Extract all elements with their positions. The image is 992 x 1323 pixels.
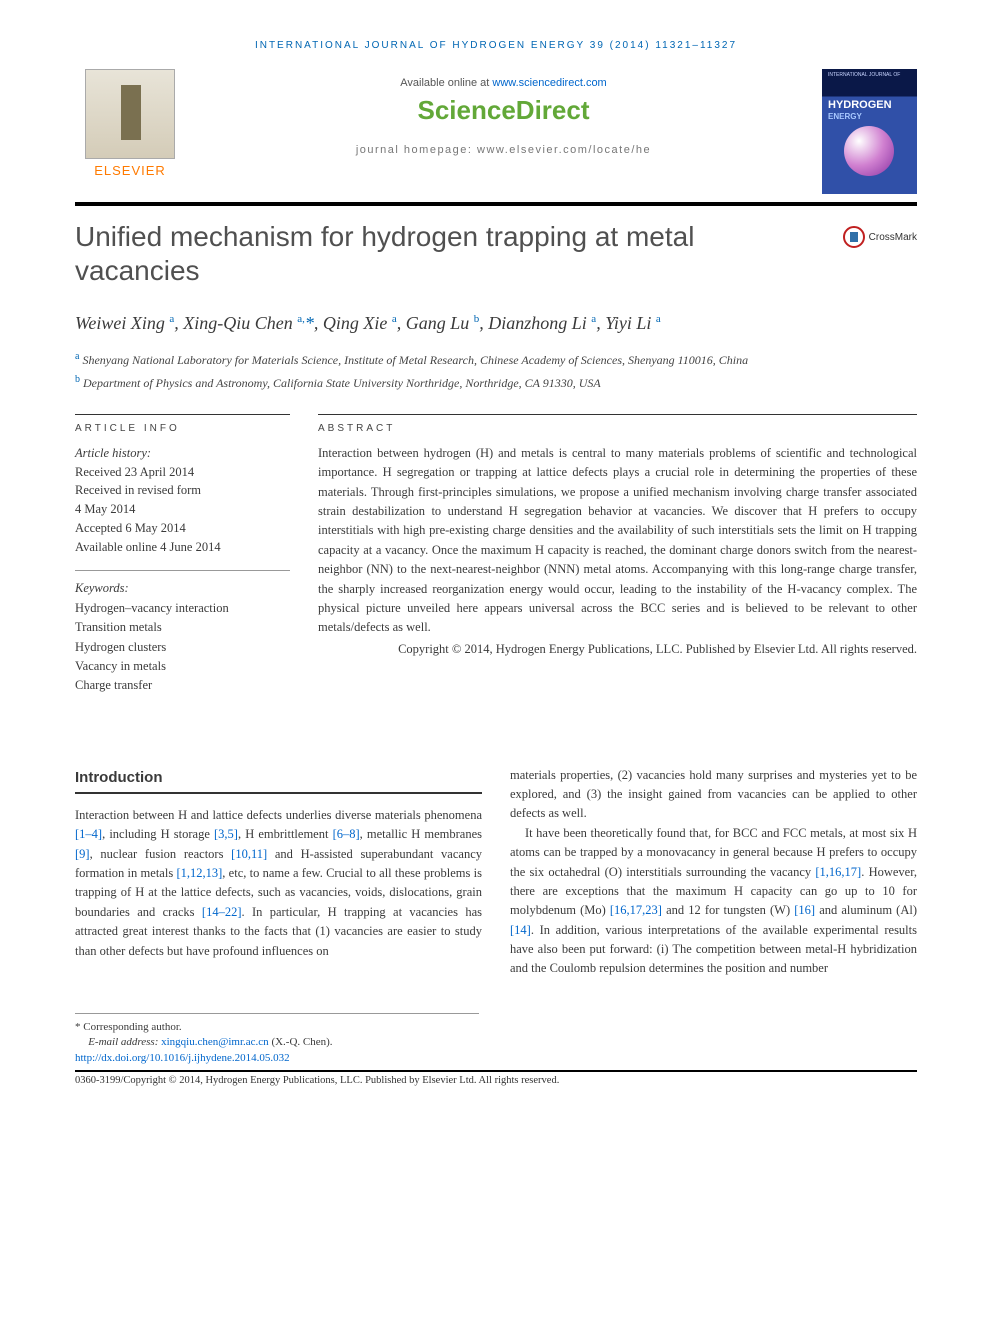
keyword-item: Hydrogen–vacancy interaction — [75, 599, 290, 618]
sciencedirect-wordmark: ScienceDirect — [185, 95, 822, 126]
sciencedirect-link[interactable]: www.sciencedirect.com — [492, 77, 606, 89]
issn-copyright: 0360-3199/Copyright © 2014, Hydrogen Ene… — [75, 1075, 917, 1086]
authors-list: Weiwei Xing a, Xing-Qiu Chen a,*, Qing X… — [75, 311, 917, 336]
crossmark-icon — [843, 226, 865, 248]
ref-link[interactable]: [9] — [75, 847, 90, 861]
keywords-block: Keywords: Hydrogen–vacancy interactionTr… — [75, 570, 290, 695]
article-title: Unified mechanism for hydrogen trapping … — [75, 220, 827, 287]
history-revised-form: Received in revised form — [75, 481, 290, 500]
top-bar: ELSEVIER Available online at www.science… — [75, 69, 917, 194]
ref-link[interactable]: [14–22] — [202, 905, 242, 919]
journal-homepage: journal homepage: www.elsevier.com/locat… — [185, 144, 822, 156]
elsevier-tree-icon — [85, 69, 175, 159]
corresponding-author: * Corresponding author. — [75, 1020, 479, 1035]
keyword-item: Charge transfer — [75, 676, 290, 695]
abstract-text: Interaction between hydrogen (H) and met… — [318, 444, 917, 659]
ref-link[interactable]: [6–8] — [333, 827, 360, 841]
bottom-rule — [75, 1070, 917, 1072]
history-received: Received 23 April 2014 — [75, 463, 290, 482]
email-link[interactable]: xingqiu.chen@imr.ac.cn — [161, 1036, 269, 1048]
crossmark-text: CrossMark — [869, 232, 917, 243]
history-accepted: Accepted 6 May 2014 — [75, 519, 290, 538]
keyword-item: Hydrogen clusters — [75, 638, 290, 657]
history-online: Available online 4 June 2014 — [75, 538, 290, 557]
abstract-copyright: Copyright © 2014, Hydrogen Energy Public… — [318, 640, 917, 659]
introduction-heading: Introduction — [75, 766, 482, 794]
journal-cover-thumbnail[interactable]: INTERNATIONAL JOURNAL OF HYDROGEN ENERGY — [822, 69, 917, 194]
rule-divider — [75, 202, 917, 206]
affiliation-a: a Shenyang National Laboratory for Mater… — [75, 350, 917, 369]
intro-paragraph-1: Interaction between H and lattice defect… — [75, 806, 482, 961]
journal-header: INTERNATIONAL JOURNAL OF HYDROGEN ENERGY… — [75, 40, 917, 51]
ref-link[interactable]: [14] — [510, 923, 531, 937]
crossmark-badge[interactable]: CrossMark — [843, 226, 917, 248]
affiliation-b: b Department of Physics and Astronomy, C… — [75, 373, 917, 392]
footnotes: * Corresponding author. E-mail address: … — [75, 1013, 479, 1066]
elsevier-wordmark: ELSEVIER — [94, 163, 166, 178]
cover-art-icon — [844, 126, 894, 176]
keyword-item: Transition metals — [75, 618, 290, 637]
cover-subtitle: ENERGY — [828, 112, 862, 121]
doi-link[interactable]: http://dx.doi.org/10.1016/j.ijhydene.201… — [75, 1052, 290, 1064]
cover-title: HYDROGEN — [828, 99, 911, 111]
intro-paragraph-2: It have been theoretically found that, f… — [510, 824, 917, 979]
article-info-label: ARTICLE INFO — [75, 414, 290, 434]
available-online-text: Available online at — [400, 77, 492, 89]
ref-link[interactable]: [3,5] — [214, 827, 238, 841]
history-revised-date: 4 May 2014 — [75, 500, 290, 519]
elsevier-logo[interactable]: ELSEVIER — [75, 69, 185, 189]
ref-link[interactable]: [1,12,13] — [176, 866, 222, 880]
cover-top-text: INTERNATIONAL JOURNAL OF — [828, 73, 900, 79]
article-history: Article history: Received 23 April 2014 … — [75, 444, 290, 557]
ref-link[interactable]: [16] — [794, 903, 815, 917]
history-label: Article history: — [75, 444, 290, 463]
intro-paragraph-1-cont: materials properties, (2) vacancies hold… — [510, 766, 917, 824]
available-online: Available online at www.sciencedirect.co… — [185, 77, 822, 89]
ref-link[interactable]: [1–4] — [75, 827, 102, 841]
ref-link[interactable]: [1,16,17] — [815, 865, 861, 879]
email-line: E-mail address: xingqiu.chen@imr.ac.cn (… — [75, 1035, 479, 1050]
keyword-item: Vacancy in metals — [75, 657, 290, 676]
keywords-label: Keywords: — [75, 579, 290, 598]
ref-link[interactable]: [10,11] — [231, 847, 267, 861]
abstract-label: ABSTRACT — [318, 414, 917, 434]
ref-link[interactable]: [16,17,23] — [610, 903, 662, 917]
